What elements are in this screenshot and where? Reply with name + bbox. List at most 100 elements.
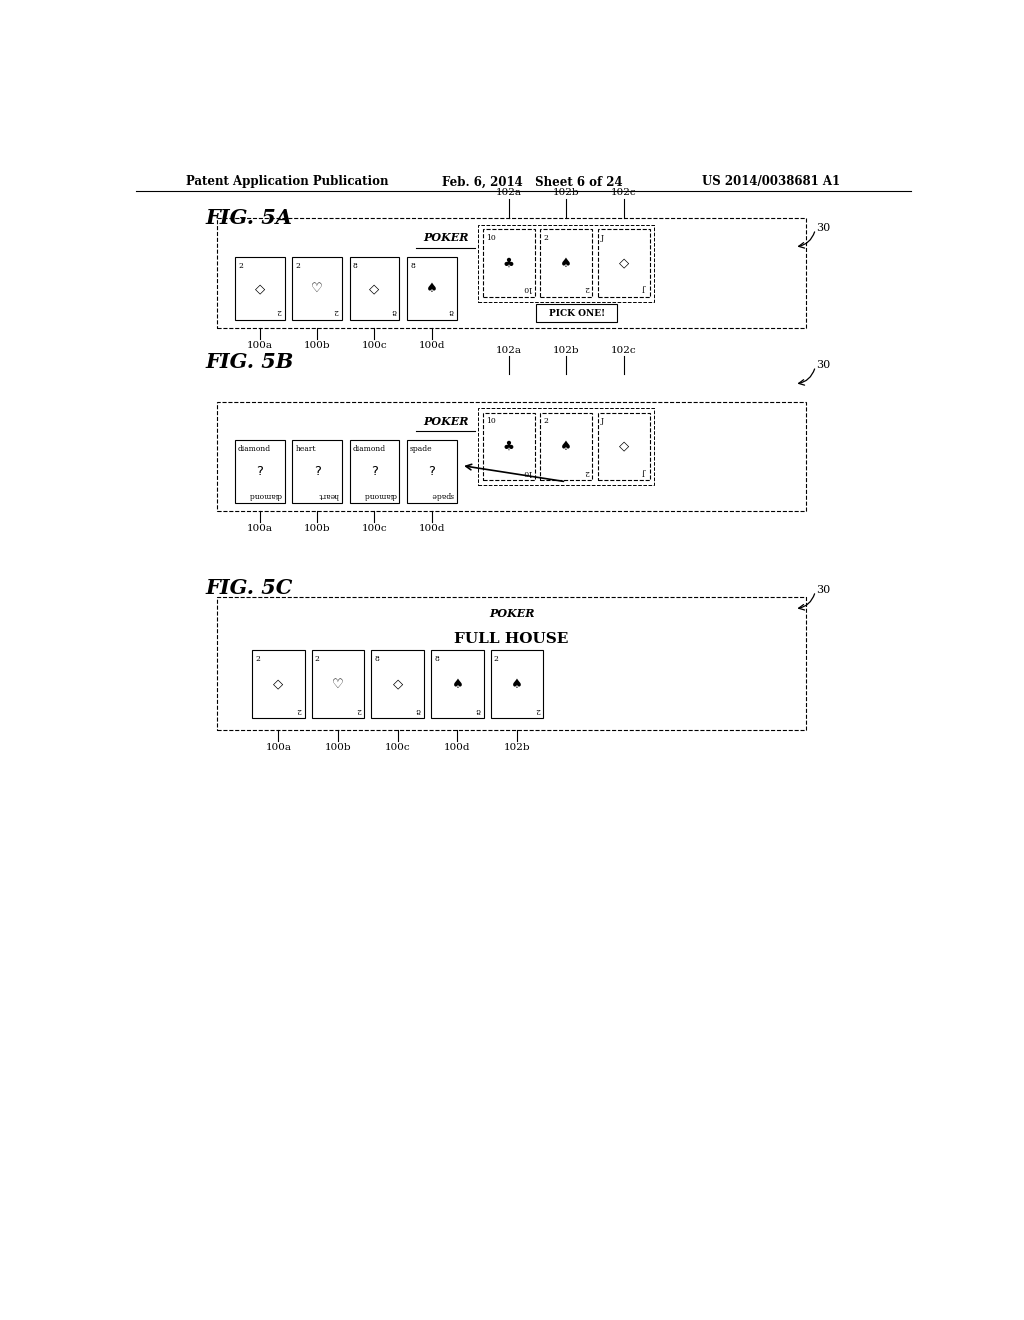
Text: ?: ? bbox=[371, 465, 378, 478]
Text: 102c: 102c bbox=[610, 187, 637, 197]
FancyBboxPatch shape bbox=[372, 651, 424, 718]
FancyBboxPatch shape bbox=[483, 230, 535, 297]
Text: 30: 30 bbox=[816, 360, 830, 370]
Text: US 2014/0038681 A1: US 2014/0038681 A1 bbox=[701, 176, 840, 189]
Text: spade: spade bbox=[410, 445, 433, 453]
Text: ♣: ♣ bbox=[503, 440, 515, 453]
Text: 2: 2 bbox=[585, 467, 589, 475]
FancyBboxPatch shape bbox=[349, 257, 399, 321]
FancyBboxPatch shape bbox=[537, 304, 616, 322]
Text: 10: 10 bbox=[486, 417, 496, 425]
Text: 102c: 102c bbox=[610, 346, 637, 355]
Text: spade: spade bbox=[431, 491, 454, 499]
FancyBboxPatch shape bbox=[234, 257, 285, 321]
Text: 100b: 100b bbox=[304, 524, 331, 533]
Text: ◇: ◇ bbox=[273, 677, 284, 690]
Text: 102b: 102b bbox=[553, 346, 580, 355]
Text: J: J bbox=[601, 234, 604, 242]
FancyBboxPatch shape bbox=[483, 413, 535, 480]
Text: FULL HOUSE: FULL HOUSE bbox=[455, 632, 568, 645]
Text: 2: 2 bbox=[238, 261, 243, 269]
Text: 100a: 100a bbox=[265, 743, 292, 752]
Text: POKER: POKER bbox=[423, 232, 469, 243]
Text: 8: 8 bbox=[391, 308, 396, 315]
FancyBboxPatch shape bbox=[431, 651, 483, 718]
Text: 10: 10 bbox=[522, 284, 531, 293]
FancyBboxPatch shape bbox=[541, 413, 592, 480]
Text: ◇: ◇ bbox=[255, 282, 265, 296]
Text: 100b: 100b bbox=[325, 743, 351, 752]
Text: 10: 10 bbox=[486, 234, 496, 242]
Text: PICK ONE!: PICK ONE! bbox=[549, 309, 605, 318]
Text: 2: 2 bbox=[585, 284, 589, 293]
FancyBboxPatch shape bbox=[292, 441, 342, 503]
Text: 2: 2 bbox=[314, 655, 319, 663]
Text: J: J bbox=[601, 417, 604, 425]
Text: heart: heart bbox=[295, 445, 315, 453]
Text: POKER: POKER bbox=[423, 416, 469, 426]
Text: ♣: ♣ bbox=[503, 256, 515, 269]
Text: 2: 2 bbox=[334, 308, 339, 315]
Text: 8: 8 bbox=[416, 706, 421, 714]
Text: 100a: 100a bbox=[247, 341, 272, 350]
Text: 2: 2 bbox=[544, 417, 548, 425]
Text: ◇: ◇ bbox=[618, 256, 629, 269]
Text: 2: 2 bbox=[356, 706, 361, 714]
Text: ♠: ♠ bbox=[511, 677, 523, 690]
Text: 2: 2 bbox=[536, 706, 541, 714]
Text: ◇: ◇ bbox=[618, 440, 629, 453]
Text: 8: 8 bbox=[449, 308, 454, 315]
Text: 2: 2 bbox=[297, 706, 302, 714]
Text: 8: 8 bbox=[410, 261, 415, 269]
Text: ◇: ◇ bbox=[370, 282, 380, 296]
Text: ◇: ◇ bbox=[392, 677, 402, 690]
Text: ♠: ♠ bbox=[426, 282, 437, 296]
Text: 100b: 100b bbox=[304, 341, 331, 350]
FancyBboxPatch shape bbox=[407, 441, 457, 503]
Text: 2: 2 bbox=[295, 261, 300, 269]
Text: 2: 2 bbox=[494, 655, 499, 663]
Text: 30: 30 bbox=[816, 585, 830, 594]
Text: J: J bbox=[643, 284, 646, 293]
Text: 102a: 102a bbox=[496, 187, 522, 197]
Text: 2: 2 bbox=[276, 308, 282, 315]
Text: ♠: ♠ bbox=[452, 677, 463, 690]
Text: diamond: diamond bbox=[238, 445, 271, 453]
Text: Patent Application Publication: Patent Application Publication bbox=[186, 176, 389, 189]
Text: ♡: ♡ bbox=[311, 282, 323, 296]
Text: 8: 8 bbox=[352, 261, 357, 269]
FancyBboxPatch shape bbox=[252, 651, 305, 718]
Text: 100d: 100d bbox=[444, 743, 471, 752]
FancyBboxPatch shape bbox=[598, 230, 649, 297]
Text: FIG. 5A: FIG. 5A bbox=[206, 209, 293, 228]
FancyBboxPatch shape bbox=[407, 257, 457, 321]
Text: 102b: 102b bbox=[504, 743, 530, 752]
Text: diamond: diamond bbox=[249, 491, 282, 499]
Text: POKER: POKER bbox=[488, 609, 535, 619]
FancyBboxPatch shape bbox=[490, 651, 544, 718]
Text: FIG. 5C: FIG. 5C bbox=[206, 578, 293, 598]
Text: ?: ? bbox=[256, 465, 263, 478]
Text: ♠: ♠ bbox=[560, 440, 572, 453]
Text: 102a: 102a bbox=[496, 346, 522, 355]
Text: 100c: 100c bbox=[361, 341, 387, 350]
Text: ♠: ♠ bbox=[560, 256, 572, 269]
Text: 2: 2 bbox=[255, 655, 260, 663]
FancyBboxPatch shape bbox=[541, 230, 592, 297]
FancyBboxPatch shape bbox=[311, 651, 365, 718]
Text: 102b: 102b bbox=[553, 187, 580, 197]
FancyBboxPatch shape bbox=[234, 441, 285, 503]
Text: Feb. 6, 2014   Sheet 6 of 24: Feb. 6, 2014 Sheet 6 of 24 bbox=[442, 176, 623, 189]
Text: J: J bbox=[643, 467, 646, 475]
Text: 30: 30 bbox=[816, 223, 830, 232]
Text: 10: 10 bbox=[522, 467, 531, 475]
Text: diamond: diamond bbox=[352, 445, 386, 453]
Text: ♡: ♡ bbox=[332, 677, 344, 690]
FancyBboxPatch shape bbox=[598, 413, 649, 480]
Text: heart: heart bbox=[318, 491, 339, 499]
Text: FIG. 5B: FIG. 5B bbox=[206, 352, 294, 372]
Text: 100d: 100d bbox=[419, 341, 445, 350]
Text: 8: 8 bbox=[476, 706, 480, 714]
Text: 100d: 100d bbox=[419, 524, 445, 533]
Text: 8: 8 bbox=[434, 655, 439, 663]
